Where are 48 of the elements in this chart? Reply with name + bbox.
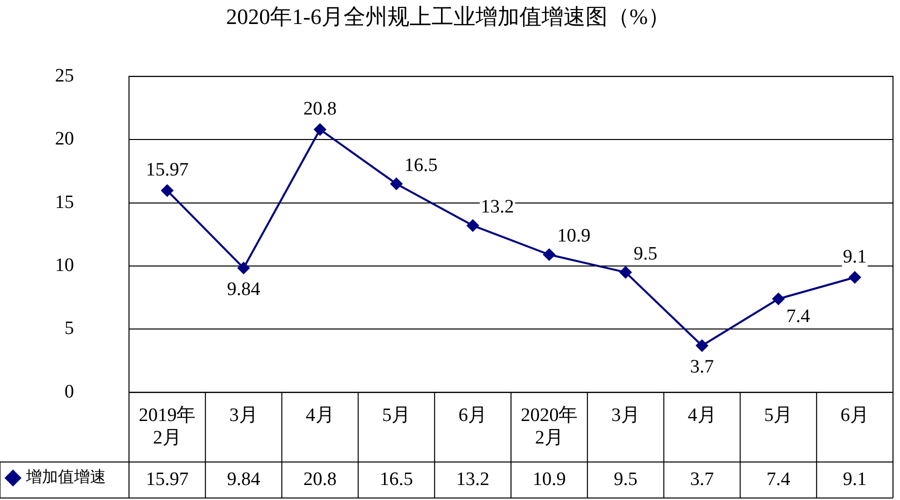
point	[848, 271, 861, 284]
point	[314, 123, 326, 136]
x-tick-label: 2020年 2月	[520, 404, 578, 449]
annotation: 9.5	[634, 243, 658, 264]
data-label: 7.4	[766, 468, 791, 490]
annotation: 16.5	[404, 154, 438, 176]
x-tick-label: 5月	[382, 404, 411, 426]
x-tick-label: 4月	[306, 404, 334, 426]
y-tick-label: 10	[55, 254, 74, 276]
point	[772, 292, 784, 305]
x-tick-label: 3月	[611, 404, 640, 426]
point	[696, 340, 708, 352]
point	[161, 184, 174, 197]
y-tick-label: 25	[55, 65, 74, 86]
y-tick-label: 5	[64, 318, 74, 340]
data-label: 16.5	[380, 468, 414, 490]
x-tick-label: 3月	[229, 404, 258, 426]
y-tick-label: 15	[55, 192, 74, 213]
annotation: 13.2	[480, 196, 514, 218]
chart-title: 2020年1-6月全州规上工业增加值增速图（%）	[226, 4, 670, 29]
data-label: 3.7	[690, 468, 714, 490]
annotation: 9.1	[842, 246, 867, 268]
y-tick-label: 0	[64, 381, 74, 402]
data-label: 9.1	[842, 468, 867, 490]
annotation: 3.7	[690, 356, 714, 378]
x-tick-label: 6月	[840, 404, 870, 426]
annotation: 7.4	[786, 306, 811, 327]
point	[543, 248, 556, 261]
annotation: 15.97	[146, 160, 189, 181]
x-tick-label: 5月	[764, 404, 793, 426]
data-label: 9.5	[614, 468, 638, 490]
point	[466, 220, 479, 232]
annotation: 9.84	[226, 279, 261, 300]
data-label: 9.84	[226, 468, 261, 490]
data-label: 10.9	[532, 468, 566, 490]
annotation: 20.8	[303, 98, 337, 120]
point	[620, 266, 632, 278]
data-label: 13.2	[456, 468, 490, 490]
legend-label: 增加值增速	[25, 468, 106, 486]
point	[238, 262, 250, 274]
x-tick-label: 6月	[458, 404, 488, 426]
data-label: 20.8	[303, 468, 337, 490]
data-label: 15.97	[146, 468, 189, 490]
y-tick-label: 20	[55, 128, 74, 150]
x-tick-label: 4月	[688, 404, 716, 426]
point	[390, 178, 402, 190]
x-tick-label: 2019年 2月	[138, 404, 196, 449]
annotation: 10.9	[557, 226, 590, 247]
